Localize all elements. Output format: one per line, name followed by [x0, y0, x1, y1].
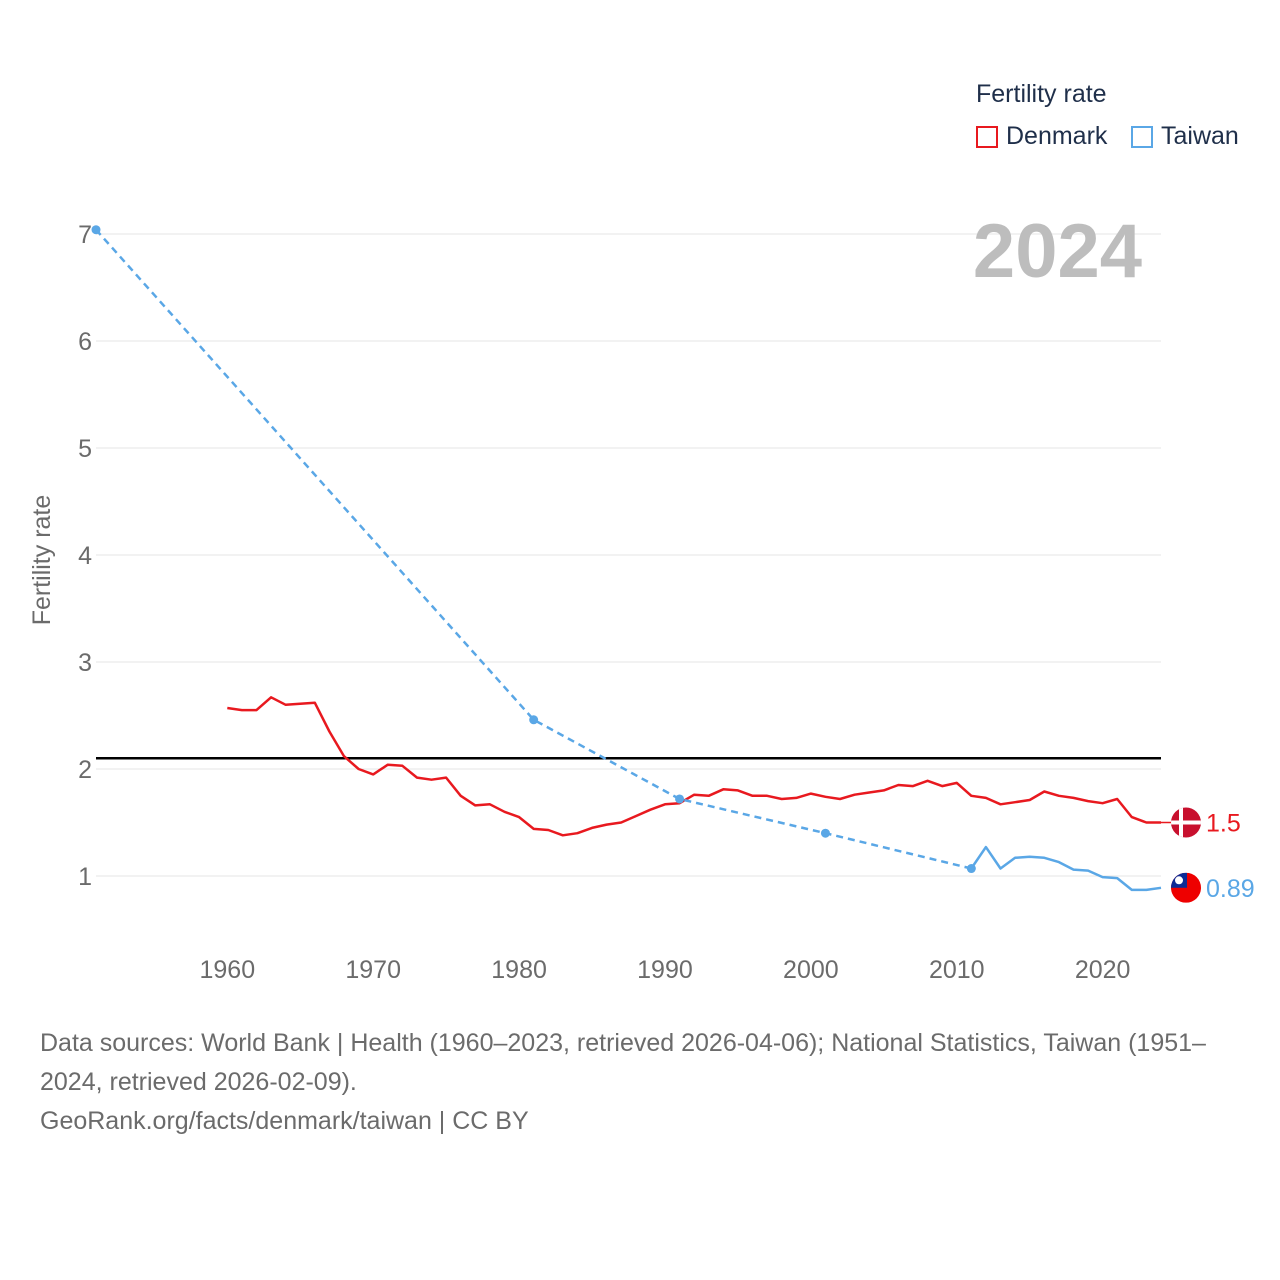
- taiwan-line: [970, 845, 1162, 892]
- denmark-end-label: 1.5: [1206, 810, 1241, 838]
- taiwan-point: [529, 715, 539, 725]
- legend-swatch-denmark: [976, 125, 998, 148]
- y-tick-label: 6: [78, 328, 92, 356]
- x-tick-label: 1970: [345, 956, 401, 984]
- y-tick-label: 5: [78, 435, 92, 463]
- source-link[interactable]: GeoRank.org/facts/denmark/taiwan | CC BY: [40, 1107, 529, 1135]
- legend-label-denmark: Denmark: [1006, 122, 1108, 150]
- y-tick-label: 4: [78, 542, 92, 570]
- taiwan-point: [675, 794, 685, 804]
- legend-item-denmark[interactable]: Denmark: [976, 122, 1107, 151]
- x-tick-label: 1990: [637, 956, 693, 984]
- y-tick-label: 1: [78, 863, 92, 891]
- y-tick-label: 2: [78, 756, 92, 784]
- denmark-flag-icon: [1171, 807, 1201, 838]
- legend-label-taiwan: Taiwan: [1161, 122, 1239, 150]
- denmark-line: [227, 696, 1161, 837]
- taiwan-dashed-line: [95, 228, 972, 870]
- x-tick-label: 2020: [1075, 956, 1131, 984]
- y-tick-label: 7: [78, 221, 92, 249]
- legend-swatch-taiwan: [1131, 125, 1153, 148]
- source-text: Data sources: World Bank | Health (1960–…: [40, 1029, 1206, 1096]
- taiwan-point: [820, 828, 830, 838]
- legend-item-taiwan[interactable]: Taiwan: [1131, 122, 1239, 151]
- source-note: Data sources: World Bank | Health (1960–…: [40, 1024, 1250, 1141]
- taiwan-end-label: 0.89: [1206, 875, 1255, 903]
- x-tick-label: 2000: [783, 956, 839, 984]
- y-axis-label: Fertility rate: [28, 495, 56, 626]
- x-tick-label: 1960: [199, 956, 255, 984]
- legend-title: Fertility rate: [976, 80, 1107, 108]
- taiwan-point: [91, 225, 101, 235]
- x-tick-label: 2010: [929, 956, 985, 984]
- y-tick-label: 3: [78, 649, 92, 677]
- taiwan-flag-icon: [1171, 872, 1201, 903]
- year-label: 2024: [972, 209, 1142, 294]
- x-tick-label: 1980: [491, 956, 547, 984]
